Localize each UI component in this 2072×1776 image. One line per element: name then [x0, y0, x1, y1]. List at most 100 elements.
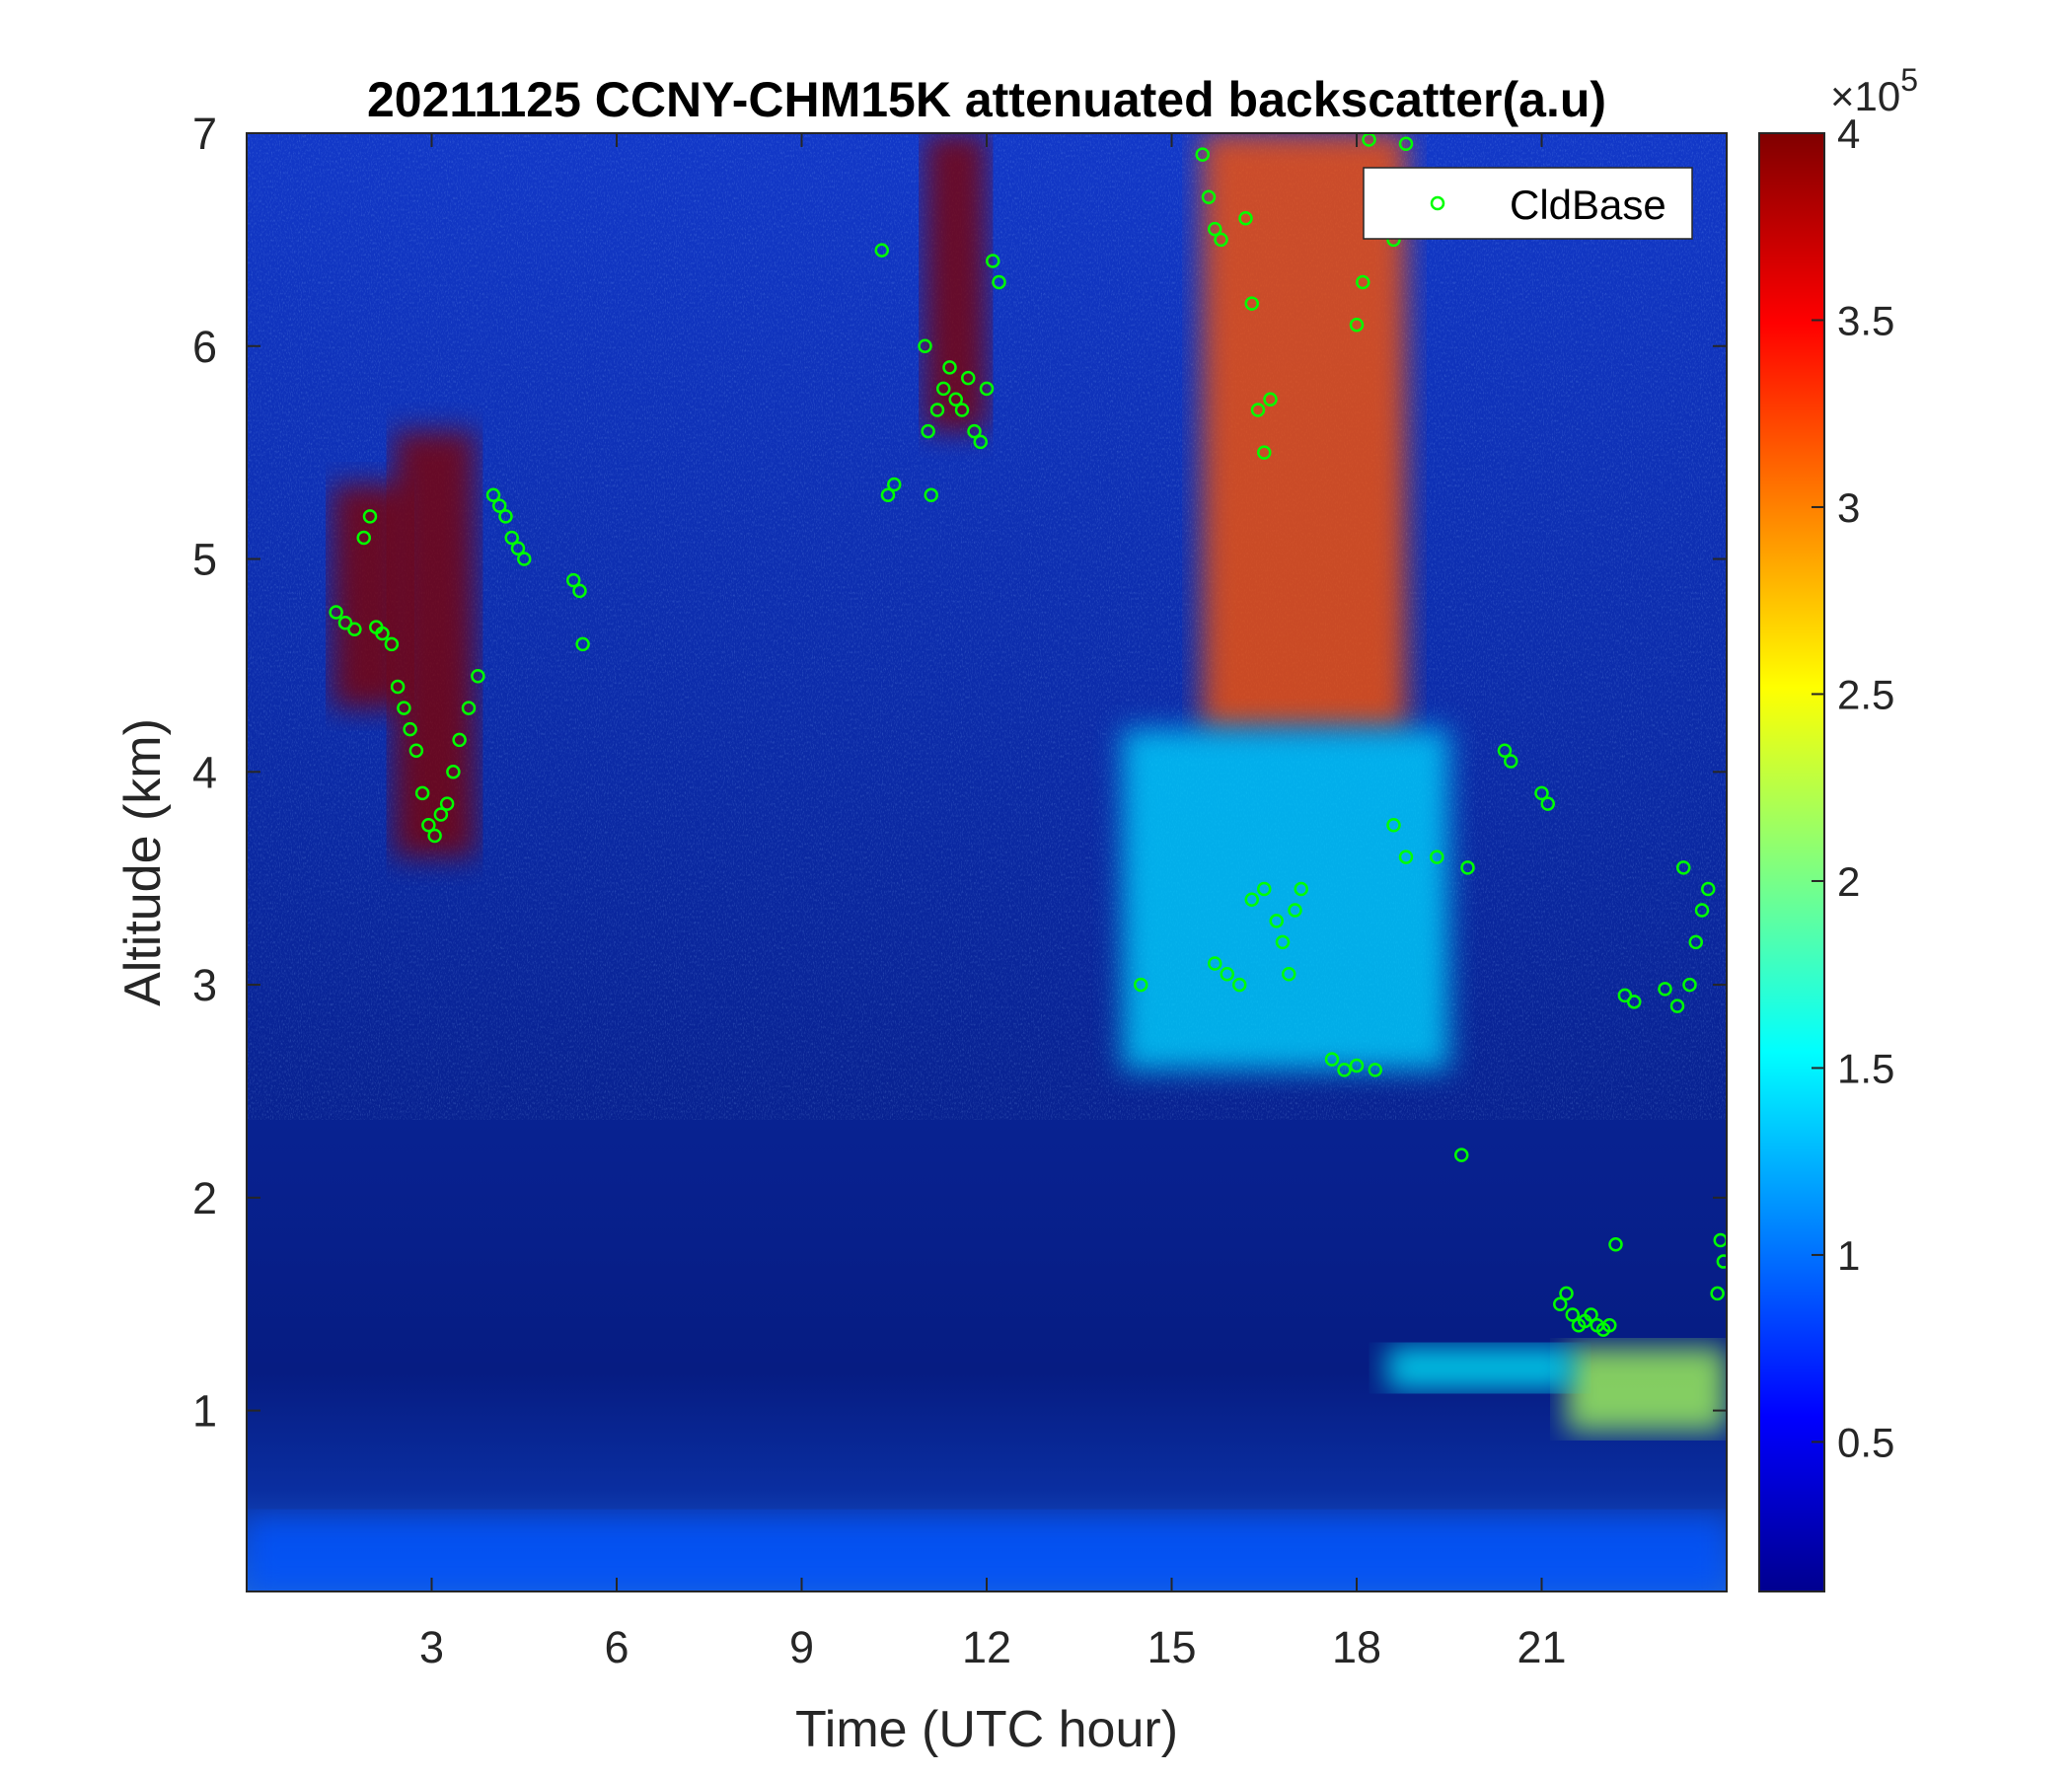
cldbase-point [986, 254, 1000, 268]
cldbase-point [1682, 977, 1697, 993]
y-tick-label: 2 [192, 1173, 217, 1223]
cldbase-point [1257, 881, 1272, 897]
x-tick-label: 3 [419, 1622, 444, 1672]
x-tick-label: 15 [1147, 1622, 1196, 1672]
cldbase-point [929, 403, 945, 417]
cldbase-point [1694, 903, 1710, 918]
cldbase-point [421, 817, 436, 833]
cldbase-point [498, 509, 513, 524]
cldbase-point [337, 616, 353, 630]
x-tick-label: 9 [789, 1622, 814, 1672]
plot-area [247, 133, 1727, 1591]
cldbase-point [942, 360, 957, 375]
cldbase-point [1134, 977, 1148, 993]
colorbar-exponent: ×105 [1830, 62, 1918, 119]
cldbase-point [961, 370, 976, 386]
colorbar-tick-label: 3 [1837, 484, 1860, 531]
colorbar-tick-label: 1.5 [1837, 1045, 1894, 1091]
cldbase-point [1676, 860, 1691, 875]
cldbase-point [921, 423, 935, 439]
cldbase-point [1232, 977, 1247, 993]
backscatter-region-5 [1566, 1346, 1727, 1433]
cldbase-point [427, 828, 442, 844]
cldbase-point [1710, 1286, 1725, 1301]
cldbase-point [1257, 445, 1272, 460]
cldbase-point [1220, 967, 1234, 982]
cldbase-point [347, 622, 362, 636]
cldbase-point [1337, 1063, 1352, 1077]
x-axis-ticks: 3 6 9 12 15 18 21 [419, 133, 1567, 1672]
cldbase-point [1688, 934, 1703, 950]
cldbase-point [1214, 232, 1228, 248]
cldbase-point [452, 732, 467, 748]
cldbase-point [1282, 967, 1296, 982]
cldbase-point [1716, 1254, 1727, 1269]
cldbase-point [1294, 881, 1308, 897]
y-tick-label: 4 [192, 747, 217, 797]
cldbase-point [384, 636, 400, 652]
cldbase-point [1534, 785, 1549, 801]
legend: CldBase [1363, 167, 1693, 240]
cldbase-point [1244, 296, 1259, 311]
cldbase-point [1608, 1237, 1623, 1252]
cldbase-point [1324, 1052, 1340, 1067]
y-tick-label: 3 [192, 960, 217, 1010]
cldbase-point [1398, 136, 1414, 152]
y-tick-label: 1 [192, 1386, 217, 1437]
cldbase-point [1250, 403, 1266, 417]
cldbase-point [1288, 903, 1302, 918]
cldbase-point [397, 701, 411, 715]
y-axis-ticks: 1 2 3 4 5 6 7 [192, 109, 1727, 1437]
cldbase-point [1263, 392, 1278, 407]
cldbase-point [1398, 850, 1414, 864]
cldbase-point [1565, 1307, 1580, 1322]
cldbase-point [446, 765, 461, 779]
cldbase-point [1349, 317, 1365, 333]
cldbase-point [572, 583, 587, 599]
cldbase-point [1454, 1147, 1469, 1162]
cldbase-point [1208, 956, 1222, 971]
cldbase-point [887, 477, 902, 492]
cldbase-point [936, 381, 951, 397]
cldbase-point [1269, 914, 1284, 928]
cldbase-point [1497, 743, 1513, 758]
cldbase-point [329, 605, 343, 620]
x-tick-label: 12 [962, 1622, 1011, 1672]
colorbar-tick-label: 1 [1837, 1232, 1860, 1279]
x-tick-label: 21 [1517, 1622, 1566, 1672]
cldbase-point [461, 701, 477, 715]
colorbar-exponent-power: 5 [1900, 62, 1918, 98]
cldbase-point [1553, 1296, 1568, 1311]
cldbase-point [510, 541, 526, 555]
cldbase-point [1368, 1063, 1382, 1077]
backscatter-region-1 [395, 431, 476, 857]
colorbar: 0.5 1 1.5 2 2.5 3 3.5 4 ×105 [1758, 62, 1918, 1592]
cldbase-point [485, 487, 501, 503]
cldbase-point [390, 679, 406, 695]
cldbase-point [1584, 1307, 1598, 1322]
cldbase-point [362, 509, 378, 524]
cldbase-point [1669, 999, 1685, 1013]
cldbase-point [492, 498, 507, 513]
cldbase-point [1602, 1318, 1617, 1333]
cldbase-point [1208, 221, 1222, 237]
x-tick-label: 6 [604, 1622, 629, 1672]
legend-box [1363, 167, 1693, 240]
cldbase-point [408, 743, 424, 758]
cldbase-point [918, 338, 932, 354]
colorbar-tick-label: 0.5 [1837, 1419, 1894, 1465]
backscatter-region-2 [925, 133, 987, 432]
cldbase-point [973, 434, 988, 450]
cldbase-point [566, 572, 581, 588]
colorbar-gradient [1758, 132, 1825, 1592]
cldbase-point [1195, 147, 1210, 162]
cldbase-point [1701, 881, 1716, 897]
cldbase-point [948, 392, 963, 407]
cldbase-point [1349, 1058, 1365, 1073]
cldbase-point [1356, 274, 1370, 290]
cldbase-point [1201, 189, 1217, 204]
cldbase-point [880, 487, 896, 503]
cldbase-point [1559, 1286, 1574, 1301]
y-tick-label: 6 [192, 322, 217, 372]
cldbase-point [1238, 211, 1253, 226]
